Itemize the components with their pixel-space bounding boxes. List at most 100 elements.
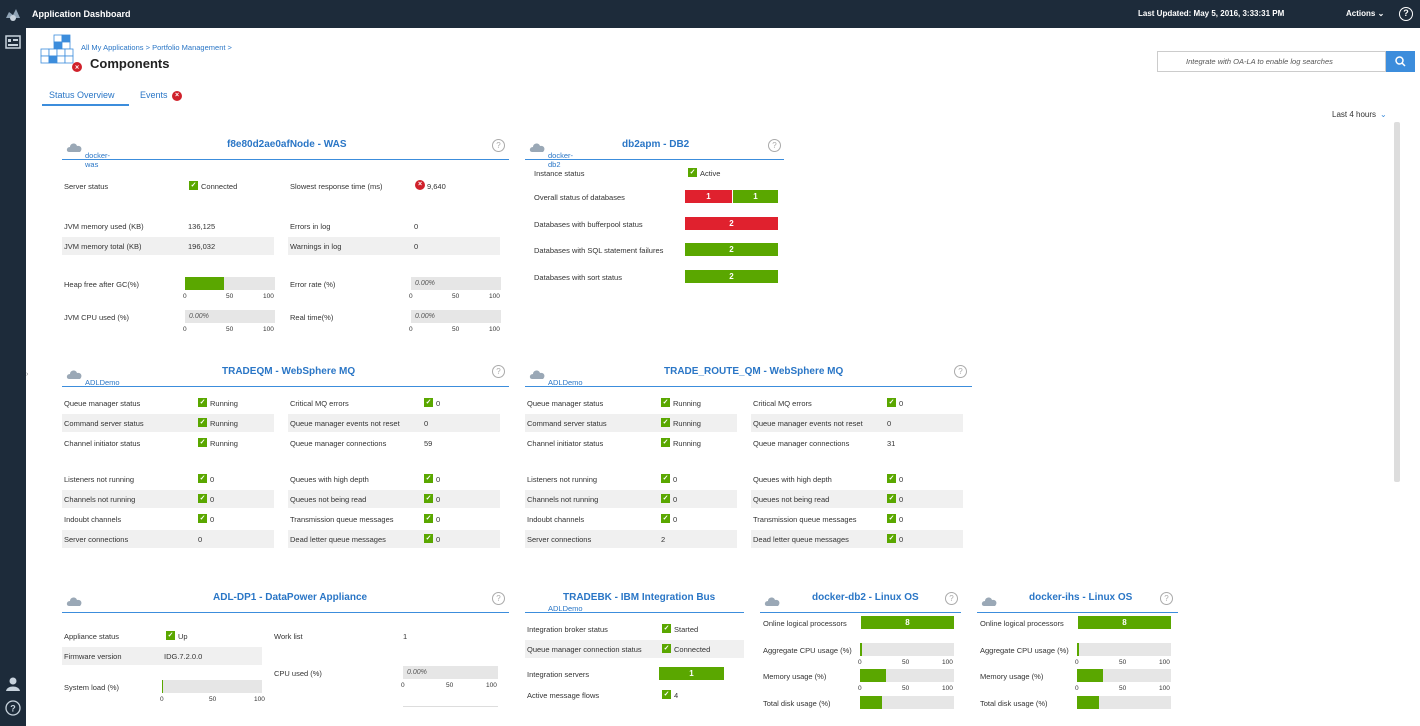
label: Channel initiator status [527, 439, 604, 448]
label: Errors in log [290, 222, 331, 231]
status-row: Queues with high depth ✓ 0 [288, 470, 500, 488]
label: Overall status of databases [534, 193, 625, 202]
label: Server connections [527, 535, 592, 544]
status-row: Queues with high depth ✓ 0 [751, 470, 963, 488]
check-icon: ✓ [424, 494, 433, 503]
status-bar-normal[interactable]: 1 [733, 190, 778, 203]
status-bar-normal[interactable]: 8 [861, 616, 954, 629]
label: Integration servers [527, 670, 590, 679]
error-rate-gauge: 0.00% [411, 277, 501, 290]
breadcrumb[interactable]: All My Applications > Portfolio Manageme… [81, 43, 232, 52]
dashboard-icon[interactable] [5, 34, 21, 50]
status-bar-normal[interactable]: 1 [659, 667, 724, 680]
panel-subtitle[interactable]: docker-was [85, 151, 111, 169]
panel-title[interactable]: docker-db2 - Linux OS [812, 592, 919, 603]
value: 0 [673, 475, 678, 484]
search-button[interactable] [1386, 51, 1415, 72]
check-icon: ✓ [166, 631, 175, 640]
panel-title[interactable]: f8e80d2ae0afNode - WAS [227, 139, 347, 150]
label: Heap free after GC(%) [64, 280, 140, 289]
scrollbar[interactable] [1394, 122, 1400, 482]
tab-status-overview[interactable]: Status Overview [49, 90, 115, 100]
label: Aggregate CPU usage (%) [980, 646, 1069, 655]
label: Command server status [527, 419, 607, 428]
label: Queue manager connection status [527, 645, 642, 654]
help-circle-icon[interactable]: ? [5, 700, 21, 716]
check-icon: ✓ [887, 474, 896, 483]
panel-subtitle[interactable]: ADLDemo [85, 378, 120, 387]
label: Dead letter queue messages [753, 535, 849, 544]
status-bar-normal[interactable]: 2 [685, 270, 778, 283]
label: Queue manager events not reset [753, 419, 863, 428]
time-range-label: Last 4 hours [1332, 110, 1377, 119]
label: Firmware version [64, 652, 122, 661]
status-row: Channels not running ✓ 0 [525, 490, 737, 508]
check-icon: ✓ [198, 418, 207, 427]
check-icon: ✓ [661, 494, 670, 503]
jvm-cpu-gauge: 0.00% [185, 310, 275, 323]
jvm-used-row: JVM memory used (KB) 136,125 [62, 217, 274, 235]
cloud-icon [66, 370, 82, 379]
mem-gauge [860, 669, 954, 682]
actions-menu[interactable]: Actions ⌄ [1346, 9, 1384, 18]
status-row: Listeners not running ✓ 0 [525, 470, 737, 488]
panel-subtitle[interactable]: docker-db2 [548, 151, 574, 169]
panel-subtitle[interactable]: ADLDemo [548, 604, 583, 613]
search-input[interactable]: Integrate with OA-LA to enable log searc… [1157, 51, 1386, 72]
label: Total disk usage (%) [763, 699, 831, 708]
help-icon[interactable]: ? [954, 365, 967, 378]
status-bar-critical[interactable]: 2 [685, 217, 778, 230]
check-icon: ✓ [198, 474, 207, 483]
gauge-fill [1077, 696, 1099, 709]
server-status-row: Server status ✓ Connected Slowest respon… [62, 177, 509, 195]
collapse-handle-icon[interactable]: › [26, 371, 29, 378]
panel-title[interactable]: docker-ihs - Linux OS [1029, 592, 1133, 603]
help-icon[interactable]: ? [492, 592, 505, 605]
label: Server connections [64, 535, 129, 544]
label: Error rate (%) [290, 280, 336, 289]
status-row: Indoubt channels ✓ 0 [525, 510, 737, 528]
help-icon[interactable]: ? [492, 365, 505, 378]
panel-divider [525, 612, 744, 613]
value: Connected [674, 645, 711, 654]
status-bar-critical[interactable]: 1 [685, 190, 732, 203]
panel-title[interactable]: TRADEQM - WebSphere MQ [222, 366, 356, 377]
status-row: Queues not being read ✓ 0 [288, 490, 500, 508]
status-row: Critical MQ errors ✓ 0 [288, 394, 500, 412]
status-row: Transmission queue messages ✓ 0 [751, 510, 963, 528]
user-icon[interactable] [5, 676, 21, 692]
help-icon[interactable]: ? [1160, 592, 1173, 605]
label: Transmission queue messages [290, 515, 394, 524]
tab-events[interactable]: Events × [140, 90, 182, 101]
value: 0 [414, 242, 419, 251]
panel-divider [525, 386, 972, 387]
help-icon[interactable]: ? [492, 139, 505, 152]
value: 0 [436, 515, 441, 524]
panel-title[interactable]: ADL-DP1 - DataPower Appliance [213, 592, 368, 603]
top-bar: Application Dashboard Last Updated: May … [0, 0, 1420, 28]
panel-title[interactable]: db2apm - DB2 [622, 139, 690, 150]
panel-title[interactable]: TRADEBK - IBM Integration Bus [563, 592, 716, 603]
check-icon: ✓ [198, 398, 207, 407]
help-icon[interactable]: ? [768, 139, 781, 152]
panel-subtitle[interactable]: ADLDemo [548, 378, 583, 387]
label: Queue manager events not reset [290, 419, 400, 428]
panel-divider [760, 612, 961, 613]
value: 1 [403, 632, 408, 641]
label: Critical MQ errors [290, 399, 349, 408]
status-row: Dead letter queue messages ✓ 0 [288, 530, 500, 548]
status-bar-normal[interactable]: 2 [685, 243, 778, 256]
disk-gauge [860, 696, 954, 709]
help-icon[interactable]: ? [945, 592, 958, 605]
time-range-selector[interactable]: Last 4 hours ⌄ [1332, 110, 1387, 119]
value: 0 [899, 535, 904, 544]
status-row: Listeners not running ✓ 0 [62, 470, 274, 488]
label: Queues with high depth [753, 475, 832, 484]
panel-divider [62, 159, 509, 160]
status-bar-normal[interactable]: 8 [1078, 616, 1171, 629]
panel-title[interactable]: TRADE_ROUTE_QM - WebSphere MQ [664, 366, 844, 377]
value: 0 [673, 515, 678, 524]
status-row: Critical MQ errors ✓ 0 [751, 394, 963, 412]
chevron-down-icon: ⌄ [1380, 110, 1387, 119]
help-icon[interactable]: ? [1399, 7, 1413, 21]
